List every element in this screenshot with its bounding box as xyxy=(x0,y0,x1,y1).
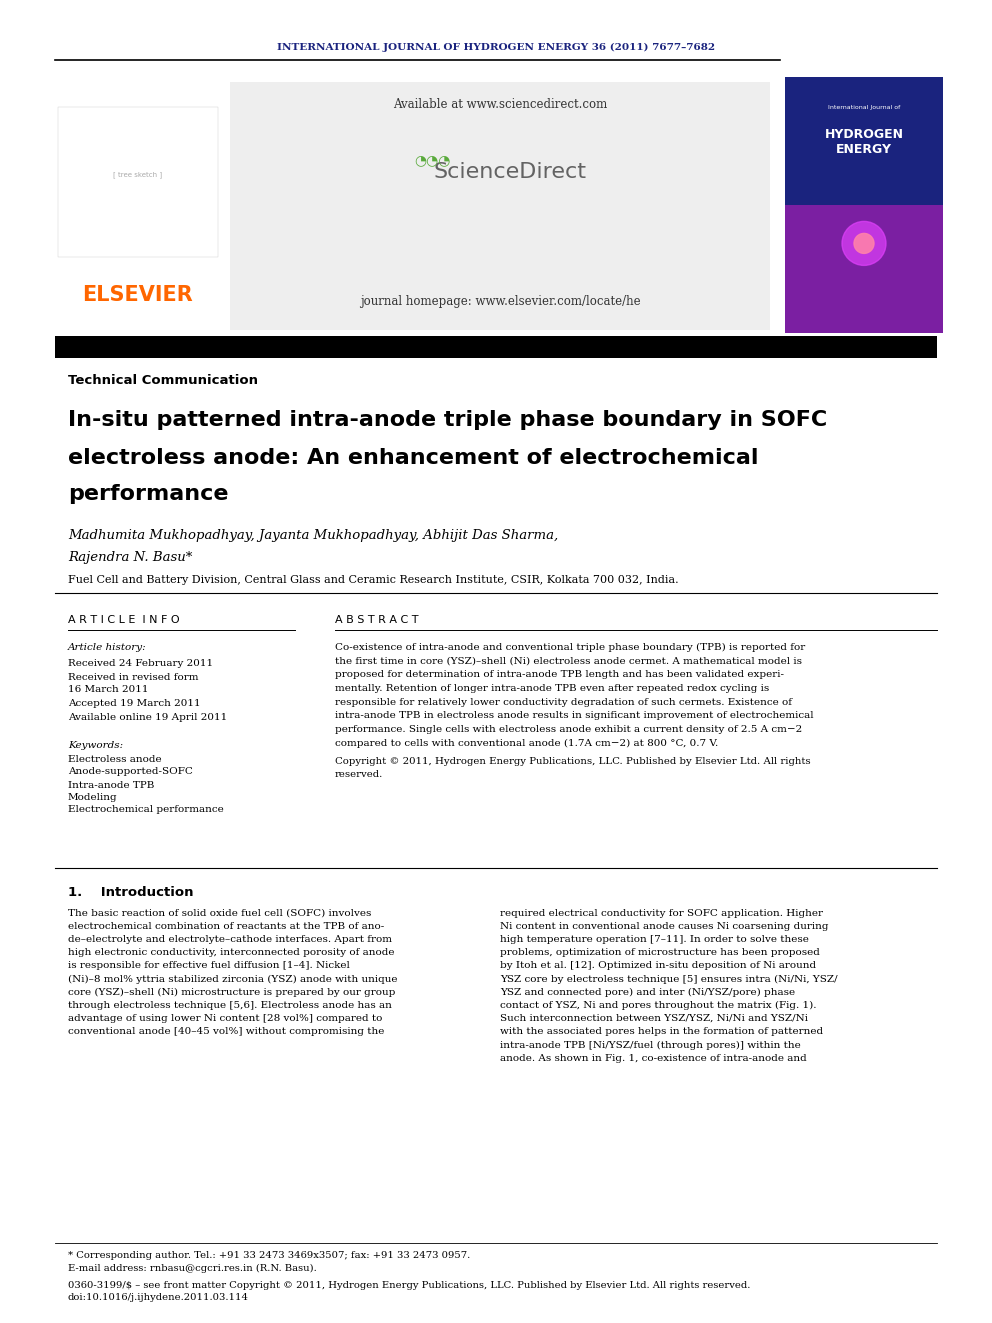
Text: Accepted 19 March 2011: Accepted 19 March 2011 xyxy=(68,700,200,709)
Text: reserved.: reserved. xyxy=(335,770,383,779)
Text: INTERNATIONAL JOURNAL OF HYDROGEN ENERGY 36 (2011) 7677–7682: INTERNATIONAL JOURNAL OF HYDROGEN ENERGY… xyxy=(277,42,715,52)
Bar xyxy=(230,82,770,329)
Text: Intra-anode TPB: Intra-anode TPB xyxy=(68,781,155,790)
Text: through electroless technique [5,6]. Electroless anode has an: through electroless technique [5,6]. Ele… xyxy=(68,1002,392,1009)
Text: advantage of using lower Ni content [28 vol%] compared to: advantage of using lower Ni content [28 … xyxy=(68,1015,382,1023)
Text: is responsible for effective fuel diffusion [1–4]. Nickel: is responsible for effective fuel diffus… xyxy=(68,962,350,970)
Text: Modeling: Modeling xyxy=(68,792,118,802)
Text: 16 March 2011: 16 March 2011 xyxy=(68,685,149,695)
Text: (Ni)–8 mol% yttria stabilized zirconia (YSZ) anode with unique: (Ni)–8 mol% yttria stabilized zirconia (… xyxy=(68,975,398,983)
Circle shape xyxy=(842,221,886,266)
Text: Fuel Cell and Battery Division, Central Glass and Ceramic Research Institute, CS: Fuel Cell and Battery Division, Central … xyxy=(68,576,679,585)
Text: electroless anode: An enhancement of electrochemical: electroless anode: An enhancement of ele… xyxy=(68,448,759,468)
Circle shape xyxy=(854,233,874,254)
Text: Keywords:: Keywords: xyxy=(68,741,123,750)
Text: 0360-3199/$ – see front matter Copyright © 2011, Hydrogen Energy Publications, L: 0360-3199/$ – see front matter Copyright… xyxy=(68,1281,750,1290)
Text: contact of YSZ, Ni and pores throughout the matrix (Fig. 1).: contact of YSZ, Ni and pores throughout … xyxy=(500,1000,816,1009)
Text: ELSEVIER: ELSEVIER xyxy=(82,284,193,306)
Text: Article history:: Article history: xyxy=(68,643,147,652)
Text: required electrical conductivity for SOFC application. Higher: required electrical conductivity for SOF… xyxy=(500,909,823,917)
Text: A B S T R A C T: A B S T R A C T xyxy=(335,615,419,624)
Text: A R T I C L E  I N F O: A R T I C L E I N F O xyxy=(68,615,180,624)
Text: * Corresponding author. Tel.: +91 33 2473 3469x3507; fax: +91 33 2473 0957.: * Corresponding author. Tel.: +91 33 247… xyxy=(68,1250,470,1259)
Text: Co-existence of intra-anode and conventional triple phase boundary (TPB) is repo: Co-existence of intra-anode and conventi… xyxy=(335,643,806,651)
Text: Technical Communication: Technical Communication xyxy=(68,373,258,386)
Text: ◔◔◔: ◔◔◔ xyxy=(414,153,450,167)
Text: performance: performance xyxy=(68,484,228,504)
Text: Ni content in conventional anode causes Ni coarsening during: Ni content in conventional anode causes … xyxy=(500,922,828,930)
Text: ScienceDirect: ScienceDirect xyxy=(434,161,586,183)
Text: Electrochemical performance: Electrochemical performance xyxy=(68,806,224,815)
Text: Copyright © 2011, Hydrogen Energy Publications, LLC. Published by Elsevier Ltd. : Copyright © 2011, Hydrogen Energy Public… xyxy=(335,757,810,766)
Text: YSZ core by electroless technique [5] ensures intra (Ni/Ni, YSZ/: YSZ core by electroless technique [5] en… xyxy=(500,975,837,983)
Text: Received in revised form: Received in revised form xyxy=(68,672,198,681)
Text: Available online 19 April 2011: Available online 19 April 2011 xyxy=(68,713,227,722)
Text: Madhumita Mukhopadhyay, Jayanta Mukhopadhyay, Abhijit Das Sharma,: Madhumita Mukhopadhyay, Jayanta Mukhopad… xyxy=(68,528,558,541)
Text: core (YSZ)–shell (Ni) microstructure is prepared by our group: core (YSZ)–shell (Ni) microstructure is … xyxy=(68,988,396,996)
Text: Received 24 February 2011: Received 24 February 2011 xyxy=(68,659,213,668)
Text: the first time in core (YSZ)–shell (Ni) electroless anode cermet. A mathematical: the first time in core (YSZ)–shell (Ni) … xyxy=(335,656,802,665)
Text: E-mail address: rnbasu@cgcri.res.in (R.N. Basu).: E-mail address: rnbasu@cgcri.res.in (R.N… xyxy=(68,1263,316,1273)
Text: Available at www.sciencedirect.com: Available at www.sciencedirect.com xyxy=(393,98,607,111)
Text: by Itoh et al. [12]. Optimized in-situ deposition of Ni around: by Itoh et al. [12]. Optimized in-situ d… xyxy=(500,962,816,970)
Text: doi:10.1016/j.ijhydene.2011.03.114: doi:10.1016/j.ijhydene.2011.03.114 xyxy=(68,1294,249,1303)
Text: 1.    Introduction: 1. Introduction xyxy=(68,885,193,898)
Bar xyxy=(58,107,218,257)
Text: HYDROGEN
ENERGY: HYDROGEN ENERGY xyxy=(824,128,904,156)
Text: with the associated pores helps in the formation of patterned: with the associated pores helps in the f… xyxy=(500,1027,823,1036)
Text: Electroless anode: Electroless anode xyxy=(68,754,162,763)
Text: responsible for relatively lower conductivity degradation of such cermets. Exist: responsible for relatively lower conduct… xyxy=(335,697,792,706)
Text: compared to cells with conventional anode (1.7A cm−2) at 800 °C, 0.7 V.: compared to cells with conventional anod… xyxy=(335,740,718,749)
Text: In-situ patterned intra-anode triple phase boundary in SOFC: In-situ patterned intra-anode triple pha… xyxy=(68,410,827,430)
Text: conventional anode [40–45 vol%] without compromising the: conventional anode [40–45 vol%] without … xyxy=(68,1027,384,1036)
Text: electrochemical combination of reactants at the TPB of ano-: electrochemical combination of reactants… xyxy=(68,922,384,930)
Text: intra-anode TPB [Ni/YSZ/fuel (through pores)] within the: intra-anode TPB [Ni/YSZ/fuel (through po… xyxy=(500,1040,801,1049)
Text: performance. Single cells with electroless anode exhibit a current density of 2.: performance. Single cells with electrole… xyxy=(335,725,803,734)
Text: Anode-supported-SOFC: Anode-supported-SOFC xyxy=(68,767,192,777)
Text: de–electrolyte and electrolyte–cathode interfaces. Apart from: de–electrolyte and electrolyte–cathode i… xyxy=(68,935,392,943)
Text: problems, optimization of microstructure has been proposed: problems, optimization of microstructure… xyxy=(500,949,819,957)
Text: high temperature operation [7–11]. In order to solve these: high temperature operation [7–11]. In or… xyxy=(500,935,808,943)
Bar xyxy=(785,77,943,205)
Text: journal homepage: www.elsevier.com/locate/he: journal homepage: www.elsevier.com/locat… xyxy=(360,295,640,308)
Text: YSZ and connected pore) and inter (Ni/YSZ/pore) phase: YSZ and connected pore) and inter (Ni/YS… xyxy=(500,988,796,996)
Text: Rajendra N. Basu*: Rajendra N. Basu* xyxy=(68,552,192,565)
Text: intra-anode TPB in electroless anode results in significant improvement of elect: intra-anode TPB in electroless anode res… xyxy=(335,712,813,721)
Bar xyxy=(785,205,943,333)
Text: [ tree sketch ]: [ tree sketch ] xyxy=(113,172,163,179)
Text: high electronic conductivity, interconnected porosity of anode: high electronic conductivity, interconne… xyxy=(68,949,395,957)
Text: proposed for determination of intra-anode TPB length and has been validated expe: proposed for determination of intra-anod… xyxy=(335,671,784,679)
Text: The basic reaction of solid oxide fuel cell (SOFC) involves: The basic reaction of solid oxide fuel c… xyxy=(68,909,371,917)
Bar xyxy=(55,336,937,359)
Text: Such interconnection between YSZ/YSZ, Ni/Ni and YSZ/Ni: Such interconnection between YSZ/YSZ, Ni… xyxy=(500,1015,808,1023)
Text: International Journal of: International Journal of xyxy=(828,105,900,110)
Text: mentally. Retention of longer intra-anode TPB even after repeated redox cycling : mentally. Retention of longer intra-anod… xyxy=(335,684,769,693)
Text: anode. As shown in Fig. 1, co-existence of intra-anode and: anode. As shown in Fig. 1, co-existence … xyxy=(500,1053,806,1062)
